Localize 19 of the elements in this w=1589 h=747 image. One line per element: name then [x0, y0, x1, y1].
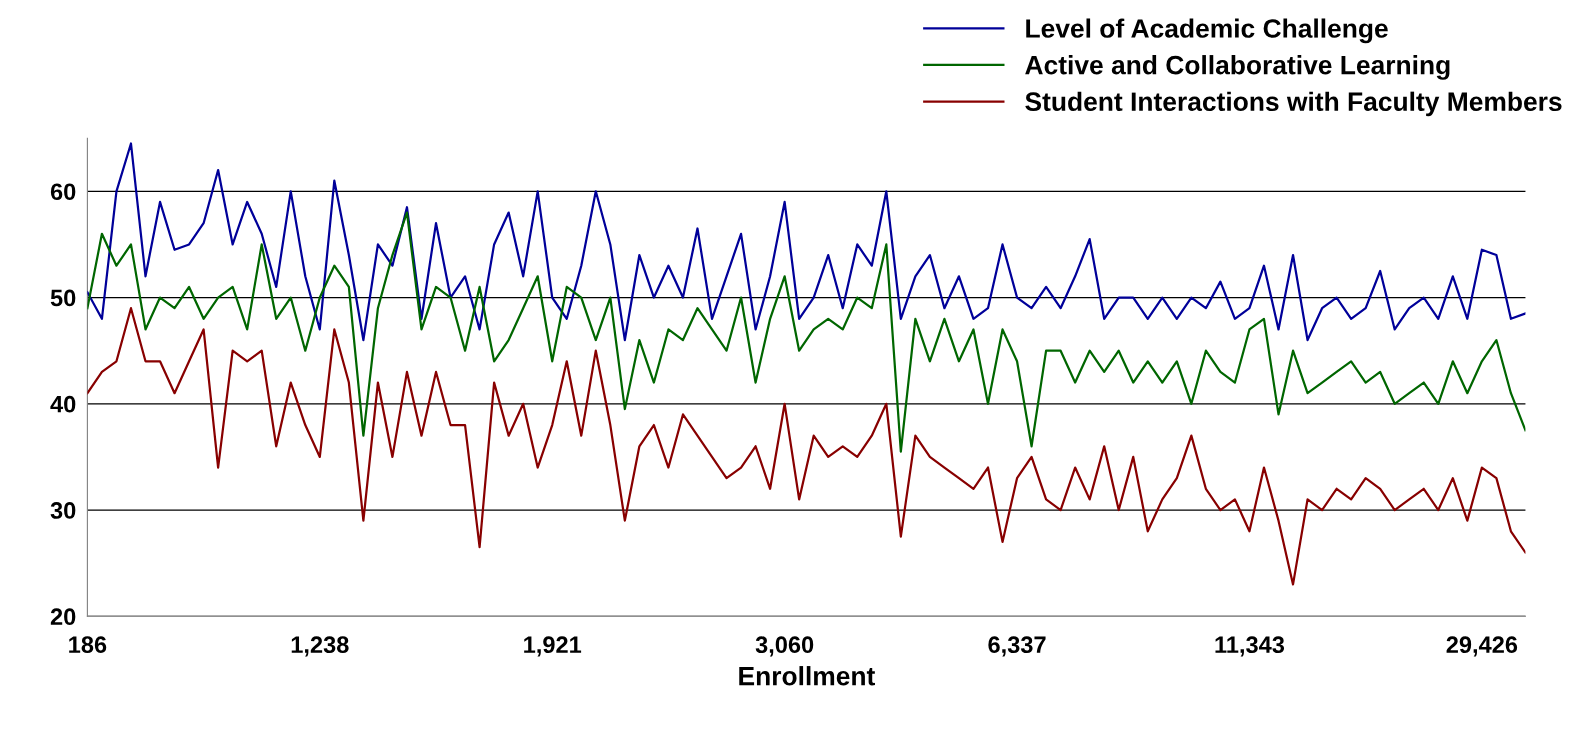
- y-tick-label: 20: [50, 608, 76, 626]
- y-tick-label: 50: [50, 289, 76, 307]
- x-tick-label: 186: [69, 636, 107, 654]
- line-series: [87, 142, 1526, 342]
- line-series: [87, 211, 1526, 453]
- x-tick-label: 1,921: [524, 636, 582, 657]
- y-tick-label: 40: [50, 395, 76, 413]
- y-tick-label: 30: [50, 502, 76, 519]
- x-axis-title: Enrollment: [739, 666, 876, 686]
- y-tick-label: 60: [50, 183, 76, 201]
- legend-label: Level of Academic Challenge: [1026, 18, 1388, 44]
- line-series: [87, 307, 1526, 586]
- x-tick-label: 29,426: [1446, 636, 1518, 657]
- legend-label: Student Interactions with Faculty Members: [1025, 91, 1562, 117]
- legend-label: Active and Collaborative Learning: [1025, 55, 1450, 80]
- x-tick-label: 6,337: [988, 636, 1046, 657]
- x-tick-label: 1,238: [291, 636, 349, 657]
- x-tick-label: 3,060: [755, 636, 814, 657]
- x-tick-label: 11,343: [1215, 636, 1285, 657]
